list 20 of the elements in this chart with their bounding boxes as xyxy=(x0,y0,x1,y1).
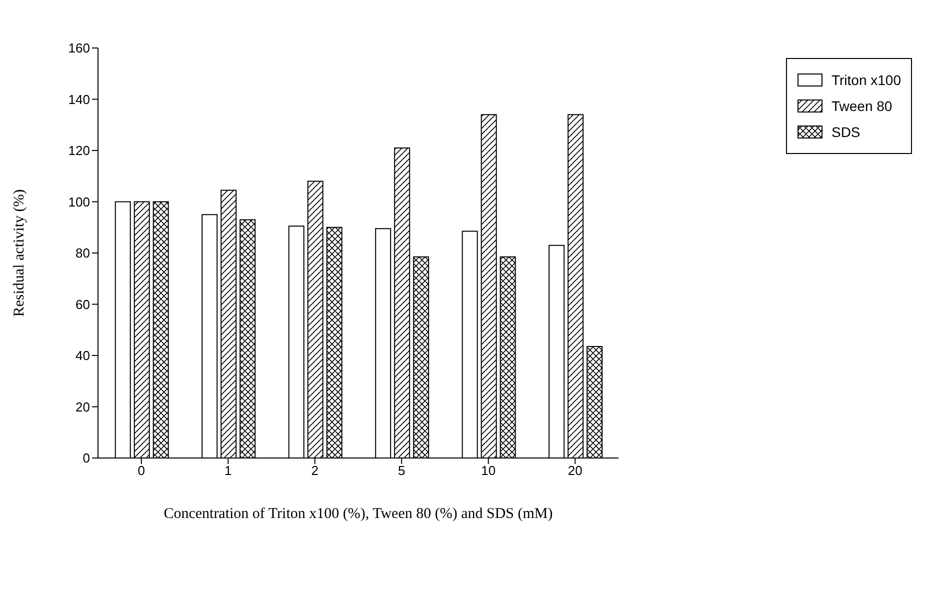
y-tick-label: 20 xyxy=(76,399,90,414)
x-tick-label: 1 xyxy=(224,463,232,478)
x-tick-label: 0 xyxy=(138,463,145,478)
legend-label: SDS xyxy=(831,123,860,142)
x-tick-label: 20 xyxy=(568,463,582,478)
x-tick-label: 5 xyxy=(398,463,406,478)
y-tick-label: 0 xyxy=(82,450,90,466)
legend-label: Tween 80 xyxy=(831,97,892,116)
x-axis-title: Concentration of Triton x100 (%), Tween 80 (%) and SDS (mM) xyxy=(164,506,553,522)
y-tick-label: 40 xyxy=(76,348,90,364)
y-tick-label: 100 xyxy=(68,194,90,210)
y-tick-label: 80 xyxy=(76,246,90,261)
legend-label: Triton x100 xyxy=(831,71,901,90)
x-tick-label: 10 xyxy=(481,463,496,478)
y-tick-label: 60 xyxy=(76,296,90,312)
y-axis-title: Residual activity (%) xyxy=(11,189,28,317)
y-tick-label: 120 xyxy=(68,143,90,158)
x-tick-label: 2 xyxy=(311,463,318,478)
y-tick-label: 160 xyxy=(68,40,90,56)
y-tick-label: 140 xyxy=(68,92,90,107)
